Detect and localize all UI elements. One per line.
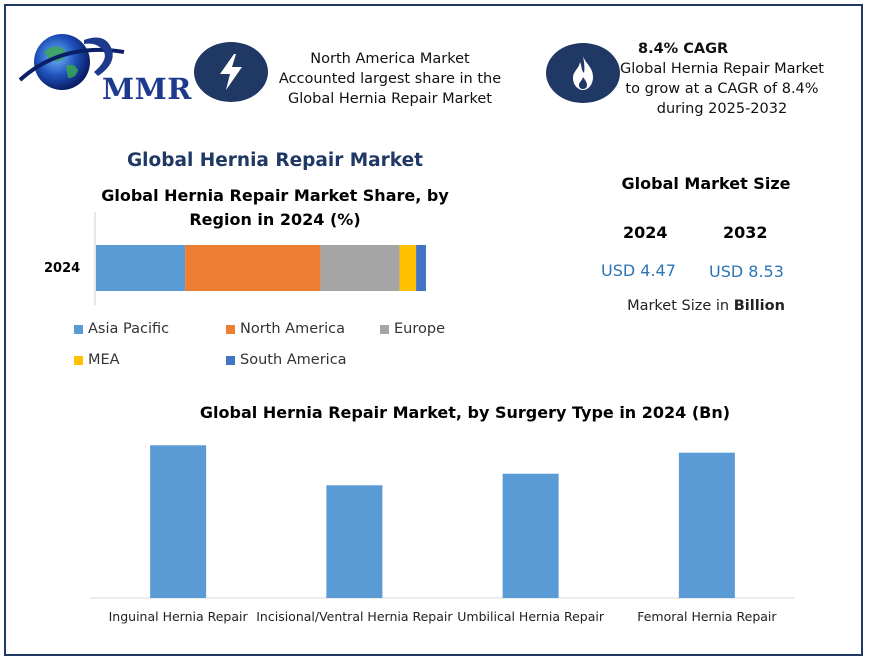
legend-label-mea: MEA	[88, 352, 120, 368]
share-bar-south-america	[416, 245, 426, 291]
share-chart-title-line-1: Global Hernia Repair Market Share, by	[101, 186, 449, 205]
cagr-info: 8.4% CAGR Global Hernia Repair Market to…	[612, 39, 832, 119]
legend-swatch-asia-pacific	[74, 324, 83, 334]
share-bar-north-america	[185, 245, 321, 291]
legend-item-mea: MEA	[74, 352, 120, 368]
flame-icon	[546, 43, 620, 103]
page-title: Global Hernia Repair Market	[127, 150, 423, 171]
share-bar-europe	[320, 245, 400, 291]
legend-label-south-america: South America	[240, 352, 347, 368]
surgery-bar-inguinal-hernia-repair	[150, 445, 207, 598]
market-size-value-2032: USD 8.53	[709, 262, 784, 281]
surgery-tick-label-umbilical-hernia-repair: Umbilical Hernia Repair	[457, 609, 605, 624]
share-chart-category-label: 2024	[44, 261, 81, 276]
share-chart-title-line-2: Region in 2024 (%)	[189, 210, 361, 229]
market-size-note: Market Size in Billion	[612, 298, 800, 314]
legend-swatch-south-america	[226, 355, 235, 365]
info-right-line-1: Global Hernia Repair Market	[620, 61, 824, 77]
market-size-year-2024: 2024	[623, 223, 668, 242]
surgery-tick-label-femoral-hernia-repair: Femoral Hernia Repair	[637, 609, 777, 624]
market-size-title: Global Market Size	[621, 174, 791, 193]
legend-swatch-north-america	[226, 324, 235, 334]
legend-label-asia-pacific: Asia Pacific	[88, 321, 170, 337]
legend-item-europe: Europe	[380, 321, 445, 337]
info-left-line-1: North America Market	[310, 51, 470, 67]
share-bar-asia-pacific	[96, 245, 186, 291]
market-size-value-2024: USD 4.47	[601, 261, 676, 280]
north-america-info: North America Market Accounted largest s…	[270, 49, 510, 109]
info-right-line-3: during 2025-2032	[656, 101, 788, 117]
mmr-logo: MMR	[14, 22, 191, 106]
legend-item-north-america: North America	[226, 321, 345, 337]
legend-label-europe: Europe	[394, 321, 445, 337]
legend-swatch-europe	[380, 324, 389, 334]
surgery-tick-label-inguinal-hernia-repair: Inguinal Hernia Repair	[109, 609, 249, 624]
legend-swatch-mea	[74, 355, 83, 365]
share-chart-title: Global Hernia Repair Market Share, by Re…	[90, 184, 460, 232]
surgery-tick-label-incisional-ventral-hernia-repair: Incisional/Ventral Hernia Repair	[256, 609, 453, 624]
surgery-bar-incisional-ventral-hernia-repair	[326, 485, 383, 598]
legend-item-south-america: South America	[226, 352, 347, 368]
legend-label-north-america: North America	[240, 321, 345, 337]
lightning-bolt-icon	[194, 42, 268, 102]
market-size-note-prefix: Market Size in	[627, 298, 734, 314]
logo-text: MMR	[102, 72, 192, 106]
surgery-bar-femoral-hernia-repair	[678, 452, 735, 598]
cagr-headline: 8.4% CAGR	[638, 41, 729, 57]
info-right-line-2: to grow at a CAGR of 8.4%	[625, 81, 819, 97]
info-left-line-3: Global Hernia Repair Market	[288, 91, 492, 107]
info-left-line-2: Accounted largest share in the	[278, 71, 502, 87]
market-size-year-2032: 2032	[723, 223, 768, 242]
legend-item-asia-pacific: Asia Pacific	[74, 321, 169, 337]
share-bar-mea	[399, 245, 417, 291]
surgery-chart-title: Global Hernia Repair Market, by Surgery …	[199, 403, 731, 422]
globe-icon	[18, 34, 125, 90]
market-size-note-unit: Billion	[733, 298, 785, 314]
surgery-bar-umbilical-hernia-repair	[502, 473, 559, 598]
page-frame	[4, 4, 863, 656]
